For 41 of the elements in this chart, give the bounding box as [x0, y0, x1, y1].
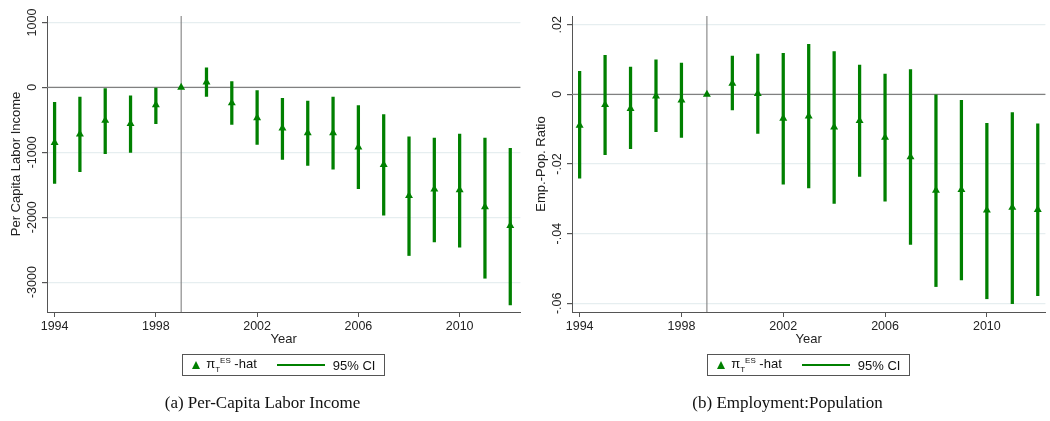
- x-axis-title: Year: [270, 330, 298, 346]
- x-tick-label: 2006: [344, 318, 373, 333]
- y-tick-label: -3000: [25, 266, 40, 299]
- text: (b) Employment:Population: [691, 393, 884, 413]
- y-tick-label: 0: [550, 90, 565, 98]
- text: (a) Per-Capita Labor Income: [163, 393, 362, 413]
- legend-label: π$_{T}$$^{ES}$ -hat: [206, 356, 257, 374]
- bar: [934, 94, 938, 287]
- bar: [654, 59, 658, 132]
- y-tick-label: 0: [25, 83, 40, 91]
- y-axis-title: Emp.-Pop. Ratio: [533, 116, 549, 212]
- y-tick-label: 1000: [25, 8, 40, 37]
- y-tick-label: -.04: [550, 222, 565, 245]
- legend-label: 95% CI: [857, 357, 901, 373]
- x-tick-label: 1998: [141, 318, 170, 333]
- x-tick-label: 2010: [972, 318, 1001, 333]
- x-tick-label: 1994: [40, 318, 69, 333]
- bar: [407, 136, 411, 256]
- point: [702, 89, 711, 97]
- point: [177, 82, 186, 90]
- x-tick-label: 1998: [667, 318, 696, 333]
- x-axis-title: Year: [795, 330, 823, 346]
- bar: [331, 96, 335, 170]
- bar: [78, 96, 82, 173]
- x-tick-label: 2010: [445, 318, 474, 333]
- legend-label: π$_{T}$$^{ES}$ -hat: [731, 356, 782, 374]
- y-tick-label: .02: [550, 15, 565, 34]
- legend-label: 95% CI: [332, 357, 376, 373]
- y-tick-label: -.06: [550, 292, 565, 315]
- x-tick-label: 1994: [565, 318, 594, 333]
- bar: [255, 90, 259, 145]
- y-axis-title: Per Capita Labor Income: [8, 91, 24, 237]
- bar: [483, 137, 487, 279]
- y-tick-label: -2000: [25, 201, 40, 234]
- x-tick-label: 2002: [769, 318, 798, 333]
- x-tick-label: 2002: [243, 318, 272, 333]
- y-tick-label: -.02: [550, 153, 565, 175]
- bar: [883, 73, 887, 202]
- x-tick-label: 2006: [871, 318, 899, 333]
- bar: [603, 55, 607, 155]
- y-tick-label: -1000: [25, 136, 40, 169]
